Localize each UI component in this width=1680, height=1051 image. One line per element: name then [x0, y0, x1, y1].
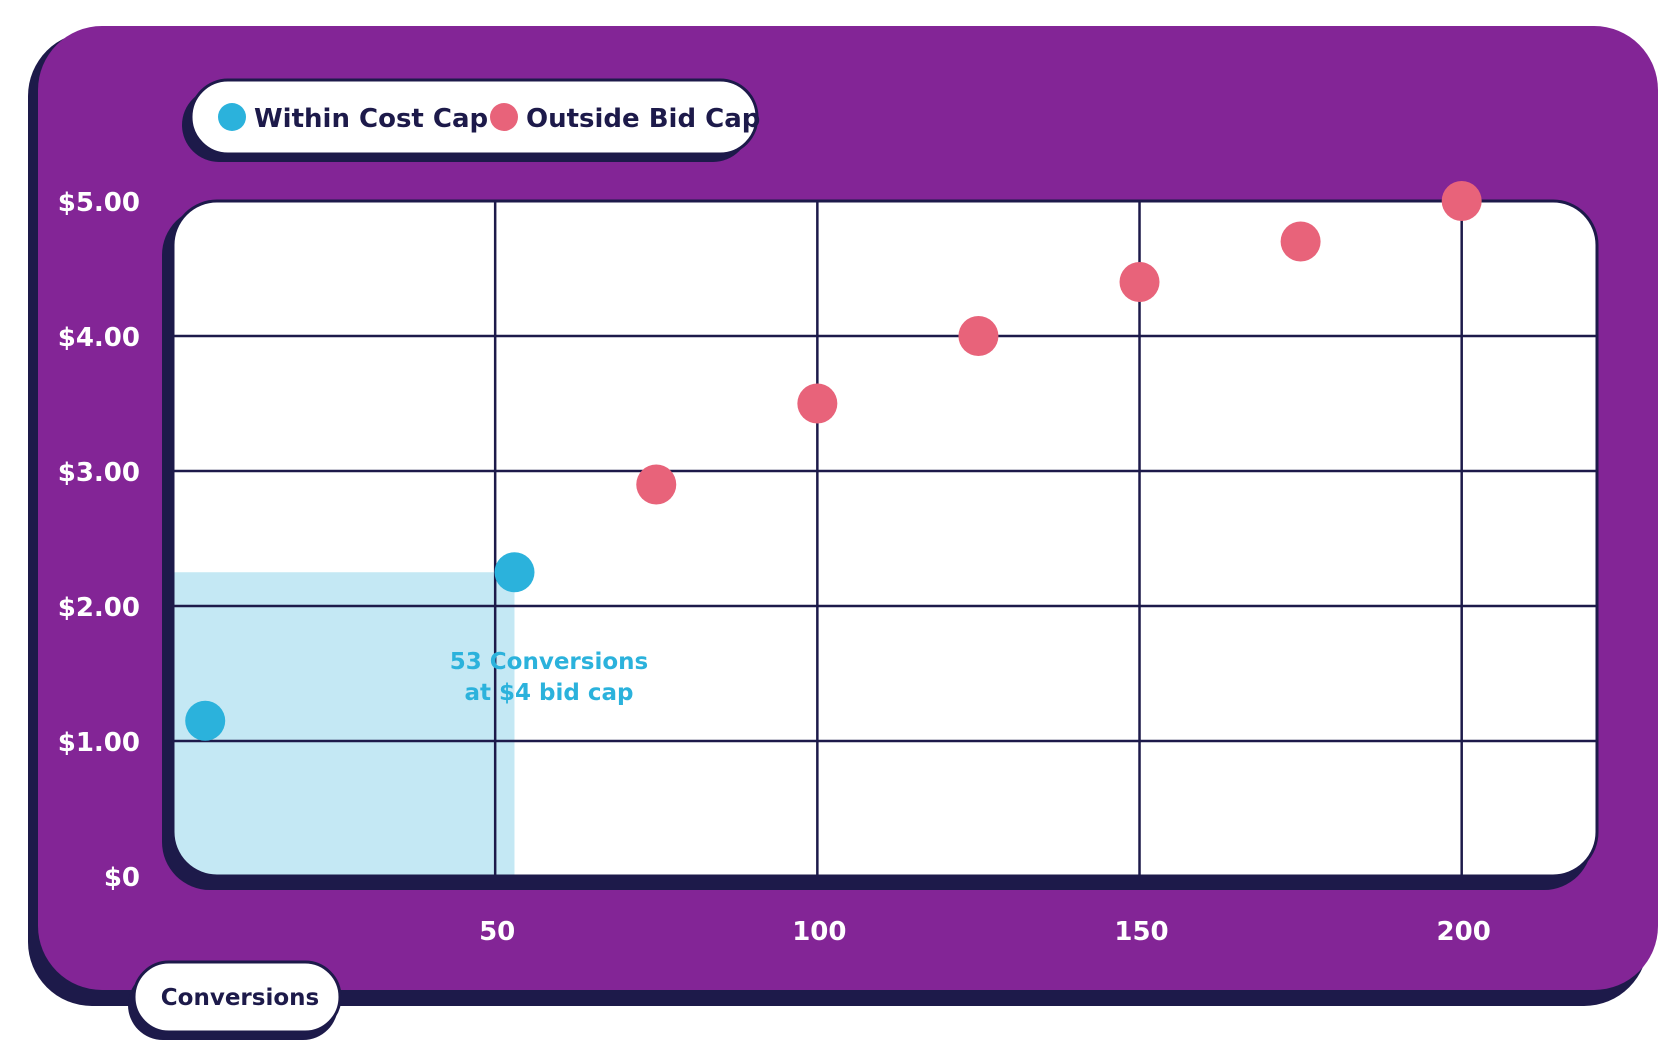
annotation-line-1: 53 Conversions: [450, 649, 648, 675]
within-point-1: [494, 552, 535, 593]
outside-point-3: [1119, 262, 1160, 302]
y-tick-label-2: $2.00: [58, 593, 140, 623]
plot-area: [173, 201, 1597, 876]
x-tick-label-3: 200: [1437, 917, 1491, 947]
legend-within-label: Within Cost Cap: [254, 104, 488, 134]
y-tick-label-4: $4.00: [58, 323, 140, 353]
plot-area-border: [171, 199, 1599, 878]
legend: Within Cost Cap Outside Bid Cap: [182, 78, 760, 162]
outside-point-5: [1441, 181, 1482, 221]
highlight-region: [173, 572, 515, 876]
outside-point-0: [636, 464, 677, 505]
x-axis-pill-label: Conversions: [161, 985, 319, 1011]
x-tick-label-0: 50: [479, 917, 515, 947]
tick-labels-layer: $0 $1.00 $2.00 $3.00 $4.00 $5.00 50 100 150 200: [58, 188, 1491, 947]
legend-outside-label: Outside Bid Cap: [526, 104, 760, 134]
outside-point-2: [958, 316, 999, 356]
x-axis-pill: [132, 960, 342, 1034]
legend-within-dot: [218, 103, 246, 131]
x-tick-label-1: 100: [792, 917, 846, 947]
legend-outside-dot: [490, 103, 518, 131]
outside-point-1: [797, 383, 838, 424]
points-layer: [185, 181, 1482, 741]
x-tick-label-2: 150: [1114, 917, 1168, 947]
within-point-0: [185, 700, 226, 741]
annotation-line-2: at $4 bid cap: [465, 680, 634, 706]
x-axis-title: Conversions: [128, 960, 342, 1040]
y-tick-label-0: $0: [104, 863, 140, 893]
y-tick-label-1: $1.00: [58, 728, 140, 758]
y-tick-label-3: $3.00: [58, 458, 140, 488]
plot-inner: [173, 201, 1597, 876]
legend-pill: [189, 78, 759, 156]
outside-point-4: [1280, 221, 1321, 262]
y-tick-label-5: $5.00: [58, 188, 140, 218]
